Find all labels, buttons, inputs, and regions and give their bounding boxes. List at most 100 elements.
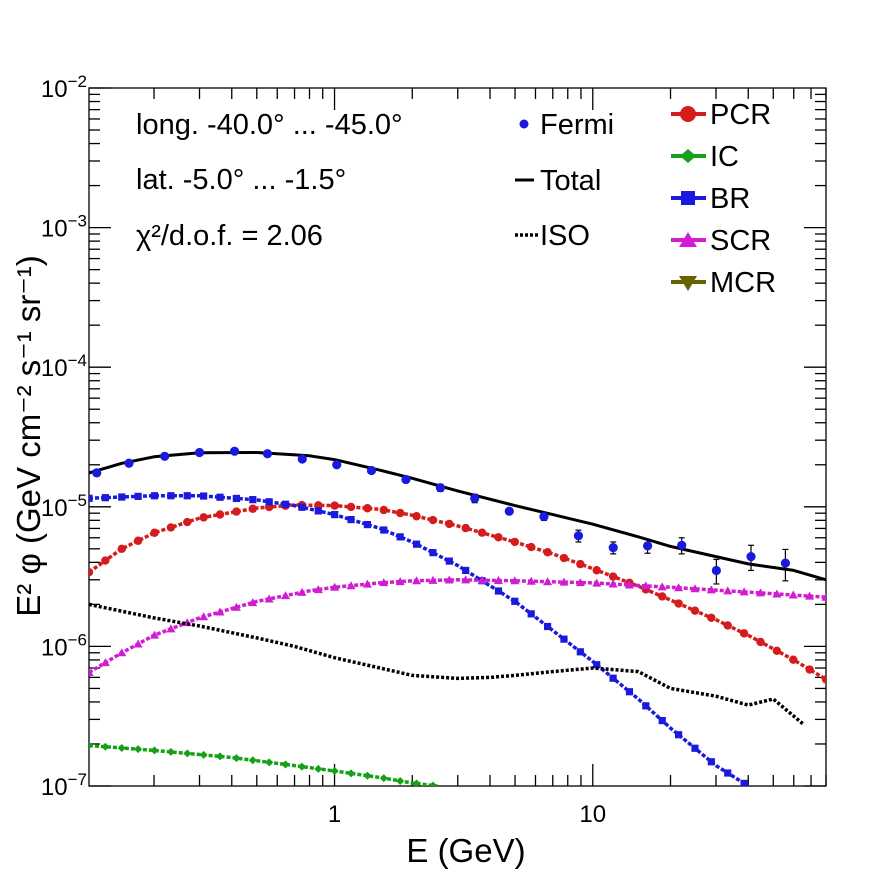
marker-br	[298, 503, 306, 511]
marker-br	[101, 494, 109, 502]
x-tick-label-10: 10	[579, 801, 606, 828]
marker-br	[625, 688, 634, 696]
legend-label-total: Total	[540, 165, 601, 197]
fermi-point	[262, 449, 273, 459]
marker-br	[183, 492, 191, 500]
legend-label-iso: ISO	[540, 220, 590, 252]
marker-ic	[134, 745, 143, 754]
series-iso	[89, 602, 804, 725]
fermi-point	[366, 465, 377, 476]
fermi-marker	[470, 493, 480, 503]
marker-br	[363, 520, 372, 529]
marker-ic	[281, 760, 290, 769]
marker-pcr	[477, 528, 487, 537]
marker-scr	[821, 592, 826, 601]
marker-br	[216, 493, 224, 501]
fermi-point	[711, 558, 721, 585]
marker-ic	[363, 771, 372, 780]
legend-entry-pcr: PCR	[671, 99, 771, 131]
marker-br	[658, 716, 666, 725]
marker-br	[314, 507, 322, 515]
marker-ic	[379, 774, 388, 783]
fermi-marker	[539, 512, 549, 522]
marker-br	[691, 744, 699, 752]
marker-scr	[526, 576, 536, 585]
fermi-marker	[332, 460, 342, 470]
marker-scr	[133, 639, 143, 648]
y-tick-label-1e-5: 10−5	[41, 491, 87, 522]
fermi-point	[124, 458, 134, 468]
legend-marker-mcr	[679, 276, 697, 291]
marker-scr	[346, 581, 356, 590]
marker-br	[675, 731, 683, 739]
fermi-point	[746, 544, 756, 572]
marker-br	[412, 540, 421, 548]
marker-ic	[232, 754, 241, 763]
legend-marker-fermi	[519, 119, 529, 129]
marker-br	[576, 648, 584, 656]
marker-br	[232, 494, 240, 503]
marker-pcr	[232, 507, 241, 516]
marker-scr	[706, 585, 716, 594]
marker-br	[265, 498, 273, 506]
legend-marker-scr	[679, 232, 697, 247]
legend-marker-pcr	[680, 106, 696, 122]
fermi-point	[539, 512, 549, 522]
marker-br	[134, 492, 142, 500]
marker-pcr	[215, 510, 225, 519]
legend-entry-scr: SCR	[671, 225, 771, 257]
fermi-point	[608, 541, 618, 555]
fermi-marker	[229, 446, 240, 456]
marker-br	[494, 587, 503, 595]
marker-pcr	[89, 568, 94, 577]
marker-pcr	[658, 592, 667, 601]
marker-ic	[101, 742, 110, 751]
marker-br	[281, 500, 290, 508]
series-scr	[89, 575, 826, 677]
fermi-marker	[366, 465, 377, 476]
fermi-marker	[297, 454, 307, 464]
marker-ic	[199, 750, 208, 759]
marker-br	[429, 549, 437, 557]
marker-br	[380, 526, 388, 534]
marker-scr	[772, 589, 782, 598]
marker-scr	[444, 575, 454, 584]
fermi-point	[160, 451, 170, 461]
fermi-layer	[92, 446, 790, 585]
series-line-pcr	[89, 503, 826, 681]
series-layer	[89, 451, 826, 786]
fermi-marker	[711, 565, 721, 576]
legend-label-br: BR	[710, 183, 750, 215]
marker-scr	[608, 579, 618, 588]
marker-pcr	[150, 528, 159, 537]
fermi-marker	[780, 558, 790, 568]
fermi-marker	[194, 447, 205, 458]
legend-entry-total: Total	[515, 165, 601, 197]
marker-ic	[183, 749, 192, 758]
marker-br	[167, 492, 175, 500]
marker-pcr	[133, 536, 143, 545]
marker-pcr	[707, 613, 716, 623]
marker-scr	[395, 577, 405, 586]
fermi-marker	[262, 449, 273, 459]
marker-scr	[477, 575, 487, 584]
series-total	[89, 451, 826, 582]
legend-marker-ic	[680, 149, 696, 163]
marker-scr	[543, 577, 553, 586]
fermi-marker	[677, 540, 687, 550]
marker-br	[543, 622, 552, 631]
y-axis-title: E² φ (GeV cm⁻² s⁻¹ sr⁻¹)	[10, 255, 47, 616]
marker-br	[347, 515, 355, 524]
marker-br	[511, 597, 519, 605]
marker-pcr	[739, 629, 749, 638]
fermi-point	[780, 548, 790, 582]
y-tick-label-1e-2: 10−2	[41, 72, 87, 103]
fermi-point	[297, 454, 307, 464]
fermi-point	[401, 474, 411, 485]
marker-scr	[89, 668, 94, 677]
marker-ic	[330, 767, 339, 776]
y-tick-label-1e-6: 10−6	[41, 630, 87, 661]
marker-pcr	[412, 512, 421, 521]
marker-scr	[674, 583, 684, 592]
marker-pcr	[199, 513, 208, 522]
